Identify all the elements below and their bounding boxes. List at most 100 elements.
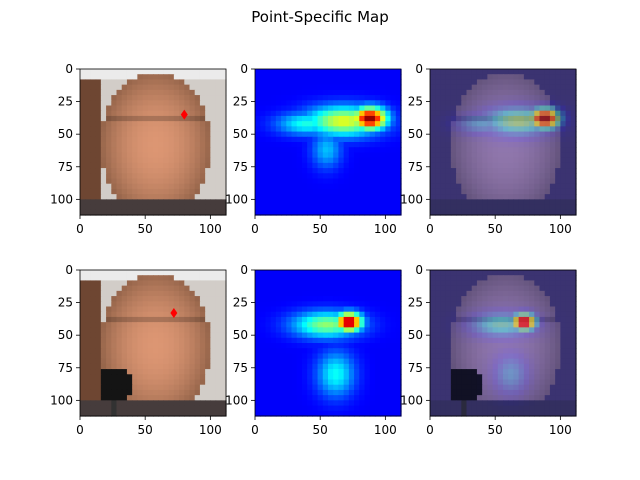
pixel-cell bbox=[147, 290, 154, 297]
pixel-cell bbox=[137, 110, 144, 117]
pixel-cell bbox=[281, 199, 287, 206]
pixel-cell bbox=[544, 136, 551, 143]
pixel-cell bbox=[338, 168, 345, 174]
pixel-cell bbox=[301, 296, 308, 302]
pixel-cell bbox=[435, 410, 442, 417]
pixel-cell bbox=[343, 69, 350, 75]
pixel-cell bbox=[435, 121, 442, 127]
pixel-cell bbox=[570, 152, 577, 159]
pixel-cell bbox=[95, 400, 102, 407]
pixel-cell bbox=[189, 316, 196, 323]
pixel-cell bbox=[85, 379, 92, 386]
pixel-cell bbox=[560, 348, 567, 355]
pixel-cell bbox=[210, 337, 217, 344]
pixel-cell bbox=[286, 74, 293, 81]
pixel-cell bbox=[106, 142, 112, 148]
pixel-cell bbox=[359, 173, 366, 180]
pixel-cell bbox=[492, 136, 499, 143]
pixel-cell bbox=[270, 168, 277, 174]
pixel-cell bbox=[137, 410, 144, 417]
pixel-cell bbox=[116, 89, 123, 96]
pixel-cell bbox=[508, 311, 515, 318]
pixel-cell bbox=[471, 306, 478, 313]
pixel-cell bbox=[260, 178, 267, 185]
pixel-cell bbox=[369, 69, 376, 75]
pixel-cell bbox=[359, 311, 366, 318]
pixel-cell bbox=[385, 353, 392, 360]
pixel-cell bbox=[539, 316, 546, 323]
pixel-cell bbox=[90, 157, 97, 164]
pixel-cell bbox=[560, 316, 567, 323]
pixel-cell bbox=[106, 162, 112, 169]
pixel-cell bbox=[440, 199, 447, 206]
pixel-cell bbox=[430, 168, 436, 174]
pixel-cell bbox=[111, 152, 118, 159]
pixel-cell bbox=[189, 199, 196, 206]
pixel-cell bbox=[456, 100, 462, 107]
pixel-cell bbox=[210, 353, 217, 360]
pixel-cell bbox=[338, 194, 345, 200]
pixel-cell bbox=[333, 322, 340, 328]
pixel-cell bbox=[215, 95, 222, 101]
pixel-cell bbox=[338, 353, 345, 360]
pixel-cell bbox=[199, 126, 206, 133]
pixel-cell bbox=[116, 353, 123, 360]
pixel-cell bbox=[395, 105, 402, 112]
panel-image bbox=[255, 69, 402, 216]
pixel-cell bbox=[137, 290, 144, 297]
pixel-cell bbox=[205, 332, 211, 339]
pixel-cell bbox=[497, 142, 504, 148]
pixel-cell bbox=[333, 280, 340, 287]
pixel-cell bbox=[354, 280, 360, 287]
pixel-cell bbox=[116, 358, 123, 365]
pixel-cell bbox=[380, 337, 386, 344]
pixel-cell bbox=[307, 121, 313, 127]
pixel-cell bbox=[513, 142, 520, 148]
pixel-cell bbox=[430, 84, 436, 91]
pixel-cell bbox=[544, 363, 551, 370]
pixel-cell bbox=[296, 327, 303, 334]
pixel-cell bbox=[286, 395, 293, 401]
pixel-cell bbox=[497, 400, 504, 407]
pixel-cell bbox=[142, 147, 149, 154]
pixel-cell bbox=[497, 374, 504, 381]
pixel-cell bbox=[497, 337, 504, 344]
pixel-cell bbox=[456, 353, 462, 360]
pixel-cell bbox=[487, 69, 494, 75]
pixel-cell bbox=[450, 290, 457, 297]
pixel-cell bbox=[430, 389, 436, 396]
pixel-cell bbox=[445, 204, 452, 211]
pixel-cell bbox=[529, 142, 535, 148]
pixel-cell bbox=[560, 147, 567, 154]
pixel-cell bbox=[322, 157, 329, 164]
pixel-cell bbox=[430, 69, 436, 75]
pixel-cell bbox=[395, 316, 402, 323]
pixel-cell bbox=[544, 204, 551, 211]
pixel-cell bbox=[291, 358, 298, 365]
pixel-cell bbox=[210, 162, 217, 169]
pixel-cell bbox=[435, 126, 442, 133]
panel-image bbox=[430, 270, 577, 417]
pixel-cell bbox=[189, 147, 196, 154]
pixel-cell bbox=[291, 142, 298, 148]
pixel-cell bbox=[184, 110, 191, 117]
pixel-cell bbox=[385, 405, 392, 412]
pixel-cell bbox=[220, 188, 227, 195]
pixel-cell bbox=[385, 290, 392, 297]
x-tick-label: 100 bbox=[199, 222, 222, 236]
pixel-cell bbox=[369, 369, 376, 375]
pixel-cell bbox=[518, 400, 525, 407]
pixel-cell bbox=[194, 379, 201, 386]
pixel-cell bbox=[369, 296, 376, 302]
pixel-cell bbox=[508, 84, 515, 91]
pixel-cell bbox=[90, 199, 97, 206]
pixel-cell bbox=[158, 157, 165, 164]
pixel-cell bbox=[291, 194, 298, 200]
pixel-cell bbox=[296, 121, 303, 127]
pixel-cell bbox=[296, 343, 303, 349]
pixel-cell bbox=[343, 199, 350, 206]
pixel-cell bbox=[534, 79, 541, 86]
pixel-cell bbox=[555, 178, 561, 185]
pixel-cell bbox=[142, 194, 149, 200]
pixel-cell bbox=[450, 188, 457, 195]
